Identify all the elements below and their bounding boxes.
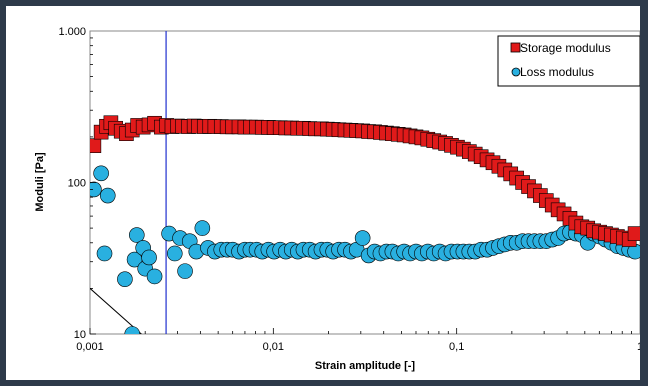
- x-tick-label: 1: [637, 341, 640, 353]
- legend-marker-storage-modulus: [510, 42, 521, 53]
- storage-modulus-point: [90, 138, 102, 153]
- loss-modulus-point: [99, 187, 116, 204]
- y-tick-label: 100: [68, 178, 86, 190]
- axis-layer: 10 100 1.000 0,001 0,01 0,1 1: [58, 26, 640, 353]
- loss-modulus-point: [354, 230, 371, 246]
- series-layer: [90, 31, 640, 334]
- legend-marker-loss-modulus: [511, 67, 521, 77]
- loss-modulus-point: [124, 326, 141, 334]
- y-axis-title: Moduli [Pa]: [34, 152, 46, 212]
- loss-modulus-point: [128, 227, 145, 243]
- moduli-chart: 10 100 1.000 0,001 0,01 0,1 1 Strain amplitude…: [34, 26, 640, 372]
- loss-modulus-point: [93, 165, 109, 182]
- loss-modulus-point: [194, 220, 211, 236]
- legend-box: [497, 35, 640, 87]
- loss-modulus-point: [117, 271, 133, 287]
- x-tick-label: 0,01: [263, 341, 284, 353]
- legend-label-storage-modulus: Storage modulus: [520, 41, 611, 55]
- legend-label-loss-modulus: Loss modulus: [520, 65, 594, 79]
- x-axis-title: Strain amplitude [-]: [315, 360, 416, 372]
- y-tick-label: 10: [74, 329, 86, 341]
- loss-modulus-point: [141, 249, 157, 266]
- loss-modulus-point: [166, 245, 183, 262]
- legend: Storage modulus Loss modulus: [497, 35, 640, 87]
- chart-frame: 10 100 1.000 0,001 0,01 0,1 1 Strain amplitude…: [6, 6, 640, 380]
- loss-modulus-point: [90, 181, 102, 198]
- loss-modulus-point: [96, 245, 113, 262]
- storage-modulus-point: [627, 226, 640, 241]
- loss-modulus-point: [177, 263, 193, 279]
- x-tick-label: 0,1: [449, 341, 464, 353]
- loss-modulus-point: [146, 268, 163, 285]
- y-tick-label: 1.000: [58, 26, 86, 38]
- x-tick-label: 0,001: [76, 341, 104, 353]
